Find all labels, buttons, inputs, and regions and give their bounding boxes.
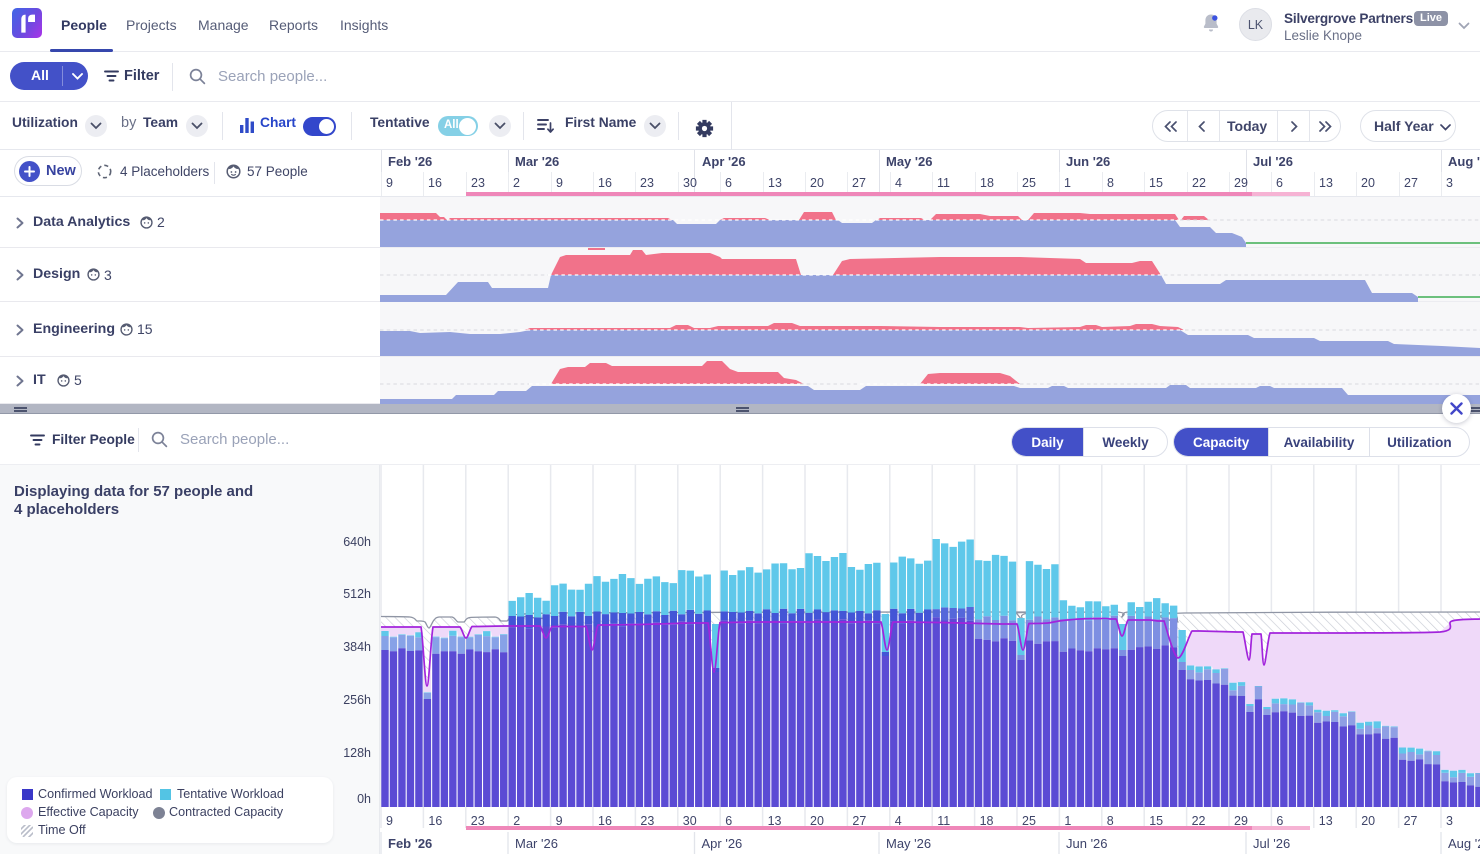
svg-text:13: 13 — [768, 814, 782, 828]
svg-text:23: 23 — [640, 814, 654, 828]
svg-text:9: 9 — [386, 814, 393, 828]
svg-text:29: 29 — [1234, 814, 1248, 828]
svg-text:13: 13 — [1319, 814, 1333, 828]
svg-text:11: 11 — [937, 814, 950, 828]
svg-text:1: 1 — [1064, 814, 1071, 828]
svg-text:6: 6 — [1276, 814, 1283, 828]
svg-text:27: 27 — [1404, 814, 1418, 828]
svg-text:Jul '26: Jul '26 — [1253, 836, 1290, 851]
svg-text:9: 9 — [556, 814, 563, 828]
svg-text:18: 18 — [980, 814, 994, 828]
svg-text:20: 20 — [1361, 814, 1375, 828]
svg-text:16: 16 — [428, 814, 442, 828]
svg-text:30: 30 — [683, 814, 697, 828]
svg-text:6: 6 — [725, 814, 732, 828]
svg-text:3: 3 — [1446, 814, 1453, 828]
svg-text:8: 8 — [1107, 814, 1114, 828]
svg-text:Jun '26: Jun '26 — [1066, 836, 1108, 851]
svg-text:25: 25 — [1022, 814, 1036, 828]
svg-text:22: 22 — [1192, 814, 1206, 828]
svg-text:Aug '26: Aug '26 — [1448, 836, 1480, 851]
svg-text:4: 4 — [895, 814, 902, 828]
svg-text:May '26: May '26 — [886, 836, 931, 851]
svg-text:2: 2 — [513, 814, 520, 828]
svg-text:16: 16 — [598, 814, 612, 828]
svg-text:20: 20 — [810, 814, 824, 828]
svg-text:Mar '26: Mar '26 — [515, 836, 558, 851]
svg-text:27: 27 — [852, 814, 866, 828]
svg-text:Feb '26: Feb '26 — [388, 836, 432, 851]
svg-text:23: 23 — [471, 814, 485, 828]
svg-text:Apr '26: Apr '26 — [702, 836, 743, 851]
svg-text:15: 15 — [1149, 814, 1163, 828]
